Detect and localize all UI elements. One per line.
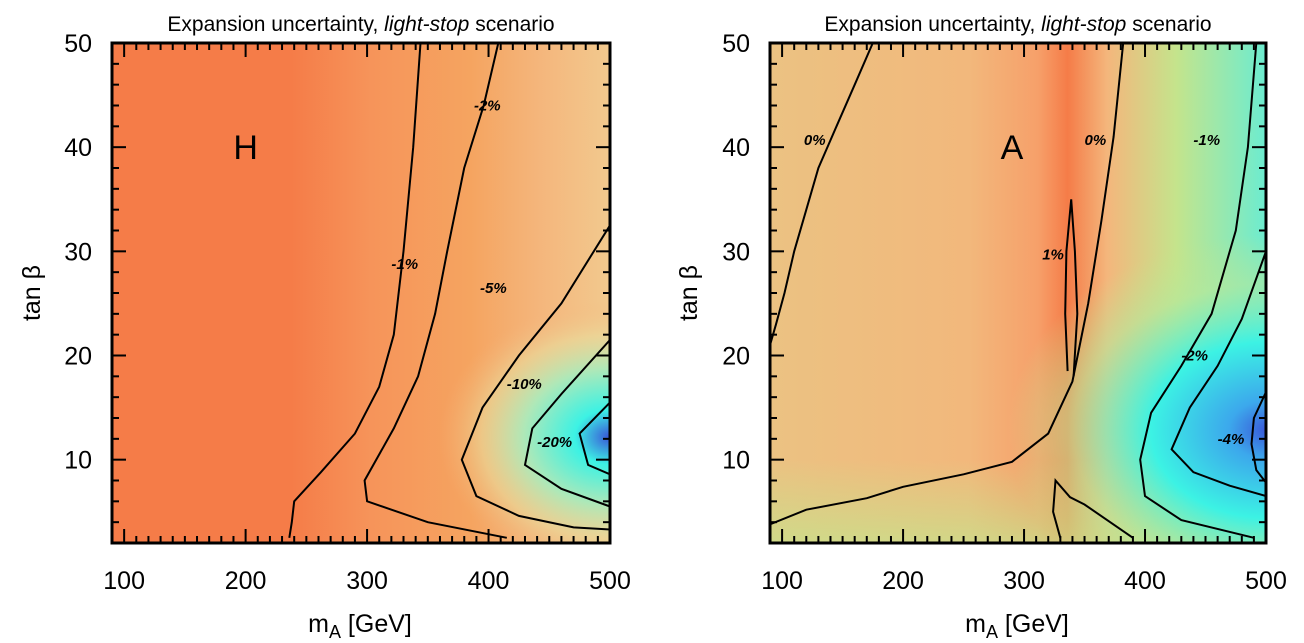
contour-label: 0% [804, 132, 826, 149]
contour-labels: 0% 0% 1% -1% -2% -4% [804, 132, 1244, 448]
contour-line [578, 401, 610, 476]
y-tick-label: 10 [64, 447, 92, 475]
x-tick-label: 400 [1124, 567, 1166, 595]
x-tick-label: 500 [1245, 567, 1287, 595]
contour-label: -2% [1181, 348, 1208, 365]
contour-label: -1% [1193, 132, 1220, 149]
y-tick-label: 50 [64, 30, 92, 58]
y-axis-label: tan β [18, 265, 46, 321]
contour-line [523, 339, 610, 508]
heatmap-background [770, 43, 1266, 543]
panel-left: Expansion uncertainty, light-stop scenar… [18, 13, 631, 642]
contour-label: -4% [1218, 431, 1245, 448]
x-tick-label: 100 [761, 567, 803, 595]
x-tick-label: 500 [589, 567, 631, 595]
y-tick-label: 40 [64, 134, 92, 162]
contour-line [1139, 43, 1258, 539]
y-tick-label: 40 [722, 134, 750, 162]
axis-ticks: 100 200 300 400 500 10 20 30 40 50 [64, 30, 631, 595]
x-tick-label: 400 [468, 567, 510, 595]
contour-lines [288, 43, 610, 539]
higgs-label: A [1001, 129, 1024, 167]
x-axis-label: mA [GeV] [965, 610, 1069, 642]
panel-title: Expansion uncertainty, light-stop scenar… [167, 13, 554, 36]
contour-line [1250, 391, 1266, 484]
y-tick-label: 30 [722, 238, 750, 266]
y-tick-label: 20 [722, 343, 750, 371]
x-tick-label: 200 [882, 567, 924, 595]
contour-line [770, 43, 874, 346]
contour-line [1052, 478, 1134, 539]
panel-title: Expansion uncertainty, light-stop scenar… [824, 13, 1211, 36]
contour-label: -10% [507, 376, 542, 393]
contour-label: 0% [1085, 132, 1107, 149]
contour-lines [770, 43, 1266, 539]
x-tick-label: 300 [346, 567, 388, 595]
y-tick-label: 30 [64, 238, 92, 266]
y-tick-label: 10 [722, 447, 750, 475]
contour-line [770, 43, 1125, 526]
contour-line [460, 224, 610, 531]
y-axis-label: tan β [675, 265, 703, 321]
heatmap-background [112, 43, 610, 543]
x-tick-label: 200 [225, 567, 267, 595]
x-tick-label: 300 [1003, 567, 1045, 595]
y-tick-label: 50 [722, 30, 750, 58]
contour-line [1064, 199, 1079, 377]
panel-right: Expansion uncertainty, light-stop scenar… [675, 13, 1287, 642]
x-tick-label: 100 [103, 567, 145, 595]
contour-label: 1% [1042, 247, 1064, 264]
contour-label: -2% [474, 98, 501, 115]
contour-labels: -1% -2% -5% -10% -20% [391, 98, 572, 451]
contour-line [1170, 250, 1266, 498]
y-tick-label: 20 [64, 343, 92, 371]
axis-ticks: 100 200 300 400 500 10 20 30 40 50 [722, 30, 1287, 595]
contour-line [288, 43, 422, 538]
contour-line [363, 43, 507, 539]
contour-label: -1% [391, 256, 418, 273]
x-axis-label: mA [GeV] [308, 610, 412, 642]
contour-label: -20% [537, 434, 572, 451]
higgs-label: H [233, 129, 258, 167]
contour-label: -5% [480, 280, 507, 297]
